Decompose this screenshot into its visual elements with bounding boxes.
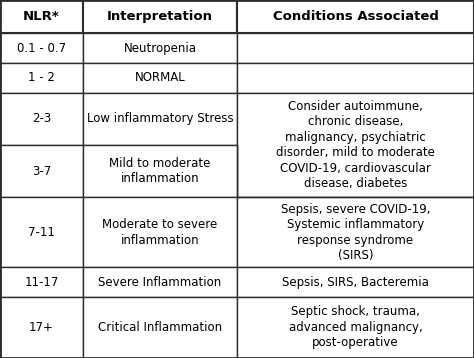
Text: Mild to moderate
inflammation: Mild to moderate inflammation	[109, 157, 210, 185]
Bar	[237, 267, 474, 297]
Bar	[83, 267, 237, 297]
Bar	[237, 93, 474, 197]
Bar	[0, 93, 83, 145]
Bar	[0, 197, 83, 267]
Bar	[83, 0, 237, 33]
Bar	[83, 197, 237, 267]
Bar	[83, 63, 237, 93]
Text: 3-7: 3-7	[32, 165, 51, 178]
Bar	[237, 0, 474, 33]
Text: 0.1 - 0.7: 0.1 - 0.7	[17, 42, 66, 54]
Text: Sepsis, SIRS, Bacteremia: Sepsis, SIRS, Bacteremia	[282, 276, 429, 289]
Bar	[83, 93, 237, 145]
Text: Consider autoimmune,
chronic disease,
malignancy, psychiatric
disorder, mild to : Consider autoimmune, chronic disease, ma…	[276, 100, 435, 190]
Bar	[237, 33, 474, 63]
Bar	[83, 145, 237, 197]
Text: 17+: 17+	[29, 321, 54, 334]
Text: 2-3: 2-3	[32, 112, 51, 125]
Bar	[0, 297, 83, 358]
Bar	[237, 197, 474, 267]
Bar	[83, 297, 237, 358]
Text: NLR*: NLR*	[23, 10, 60, 23]
Text: NORMAL: NORMAL	[135, 71, 185, 84]
Text: Neutropenia: Neutropenia	[123, 42, 197, 54]
Text: 11-17: 11-17	[24, 276, 59, 289]
Bar	[0, 63, 83, 93]
Bar	[0, 145, 83, 197]
Text: 7-11: 7-11	[28, 226, 55, 239]
Text: Conditions Associated: Conditions Associated	[273, 10, 438, 23]
Bar	[237, 297, 474, 358]
Text: 1 - 2: 1 - 2	[28, 71, 55, 84]
Text: Sepsis, severe COVID-19,
Systemic inflammatory
response syndrome
(SIRS): Sepsis, severe COVID-19, Systemic inflam…	[281, 203, 430, 262]
Bar	[83, 33, 237, 63]
Text: Moderate to severe
inflammation: Moderate to severe inflammation	[102, 218, 218, 247]
Text: Interpretation: Interpretation	[107, 10, 213, 23]
Bar	[0, 33, 83, 63]
Bar	[237, 63, 474, 93]
Text: Critical Inflammation: Critical Inflammation	[98, 321, 222, 334]
Text: Severe Inflammation: Severe Inflammation	[98, 276, 222, 289]
Text: Low inflammatory Stress: Low inflammatory Stress	[87, 112, 233, 125]
Bar	[0, 267, 83, 297]
Text: Septic shock, trauma,
advanced malignancy,
post-operative: Septic shock, trauma, advanced malignanc…	[289, 305, 422, 349]
Bar	[0, 0, 83, 33]
